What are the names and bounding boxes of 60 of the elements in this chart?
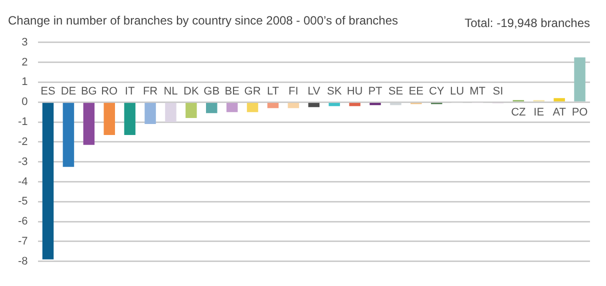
bar: [42, 102, 54, 260]
x-tick-label: LT: [266, 86, 280, 98]
y-tick-label: -8: [18, 255, 28, 268]
x-tick-label: EE: [408, 86, 424, 98]
y-tick-label: 3: [22, 36, 28, 48]
text: Total: -19,948 branches: [464, 16, 590, 30]
y-tick-label: 2: [22, 56, 28, 68]
bar: [83, 102, 95, 145]
bar: [267, 102, 279, 108]
x-tick-label: GB: [204, 86, 220, 98]
bar: [574, 57, 586, 102]
bar: [370, 102, 381, 106]
x-tick-label: IE: [534, 106, 544, 119]
y-tick-label: -4: [18, 176, 28, 188]
bar: [165, 102, 176, 122]
bar: [349, 102, 360, 106]
bar: [328, 102, 340, 106]
x-tick-label: FI: [288, 86, 298, 98]
x-tick-label: PT: [368, 86, 383, 98]
y-tick-label: 1: [22, 76, 28, 88]
bar: [144, 102, 156, 124]
x-tick-label: GR: [244, 86, 261, 98]
x-tick-label: RO: [101, 86, 118, 98]
x-tick-label: MT: [470, 86, 486, 98]
y-tick-label: 0: [22, 96, 28, 108]
x-tick-label: BE: [224, 86, 240, 98]
x-tick-label: DE: [60, 86, 76, 98]
x-tick-label: HU: [346, 86, 363, 98]
x-tick-label: LU: [450, 86, 464, 98]
y-tick-label: -2: [18, 136, 28, 148]
bar: [308, 102, 320, 108]
y-tick-label: -5: [18, 196, 28, 208]
bar: [62, 102, 74, 167]
bar: [226, 102, 238, 112]
y-tick-label: -6: [18, 216, 28, 228]
chart-title: Change in number of branches by country since 2008 - 000’s of branches: [8, 14, 398, 28]
x-tick-label: AT: [552, 106, 566, 119]
y-tick-label: -3: [18, 156, 28, 168]
x-tick-label: DK: [184, 86, 200, 98]
y-tick-label: -1: [18, 116, 28, 128]
x-tick-label: CY: [428, 86, 445, 98]
bar: [288, 102, 300, 108]
x-tick-label: BG: [80, 86, 97, 98]
bar: [246, 102, 258, 112]
x-tick-label: NL: [164, 86, 178, 98]
x-tick-label: IT: [124, 86, 135, 98]
x-tick-label: SE: [388, 86, 404, 98]
x-tick-label: SI: [492, 86, 504, 98]
x-tick-label: FR: [142, 86, 158, 98]
bar: [186, 102, 197, 118]
bar: [554, 98, 565, 102]
bar: [104, 102, 115, 135]
x-tick-label: CZ: [511, 106, 526, 119]
x-tick-label: SK: [327, 86, 342, 98]
y-tick-label: -7: [18, 236, 28, 248]
x-tick-label: PO: [572, 106, 588, 119]
x-tick-label: LV: [308, 86, 321, 98]
x-tick-label: ES: [40, 86, 56, 98]
bar: [124, 102, 136, 135]
bar: [206, 102, 218, 114]
